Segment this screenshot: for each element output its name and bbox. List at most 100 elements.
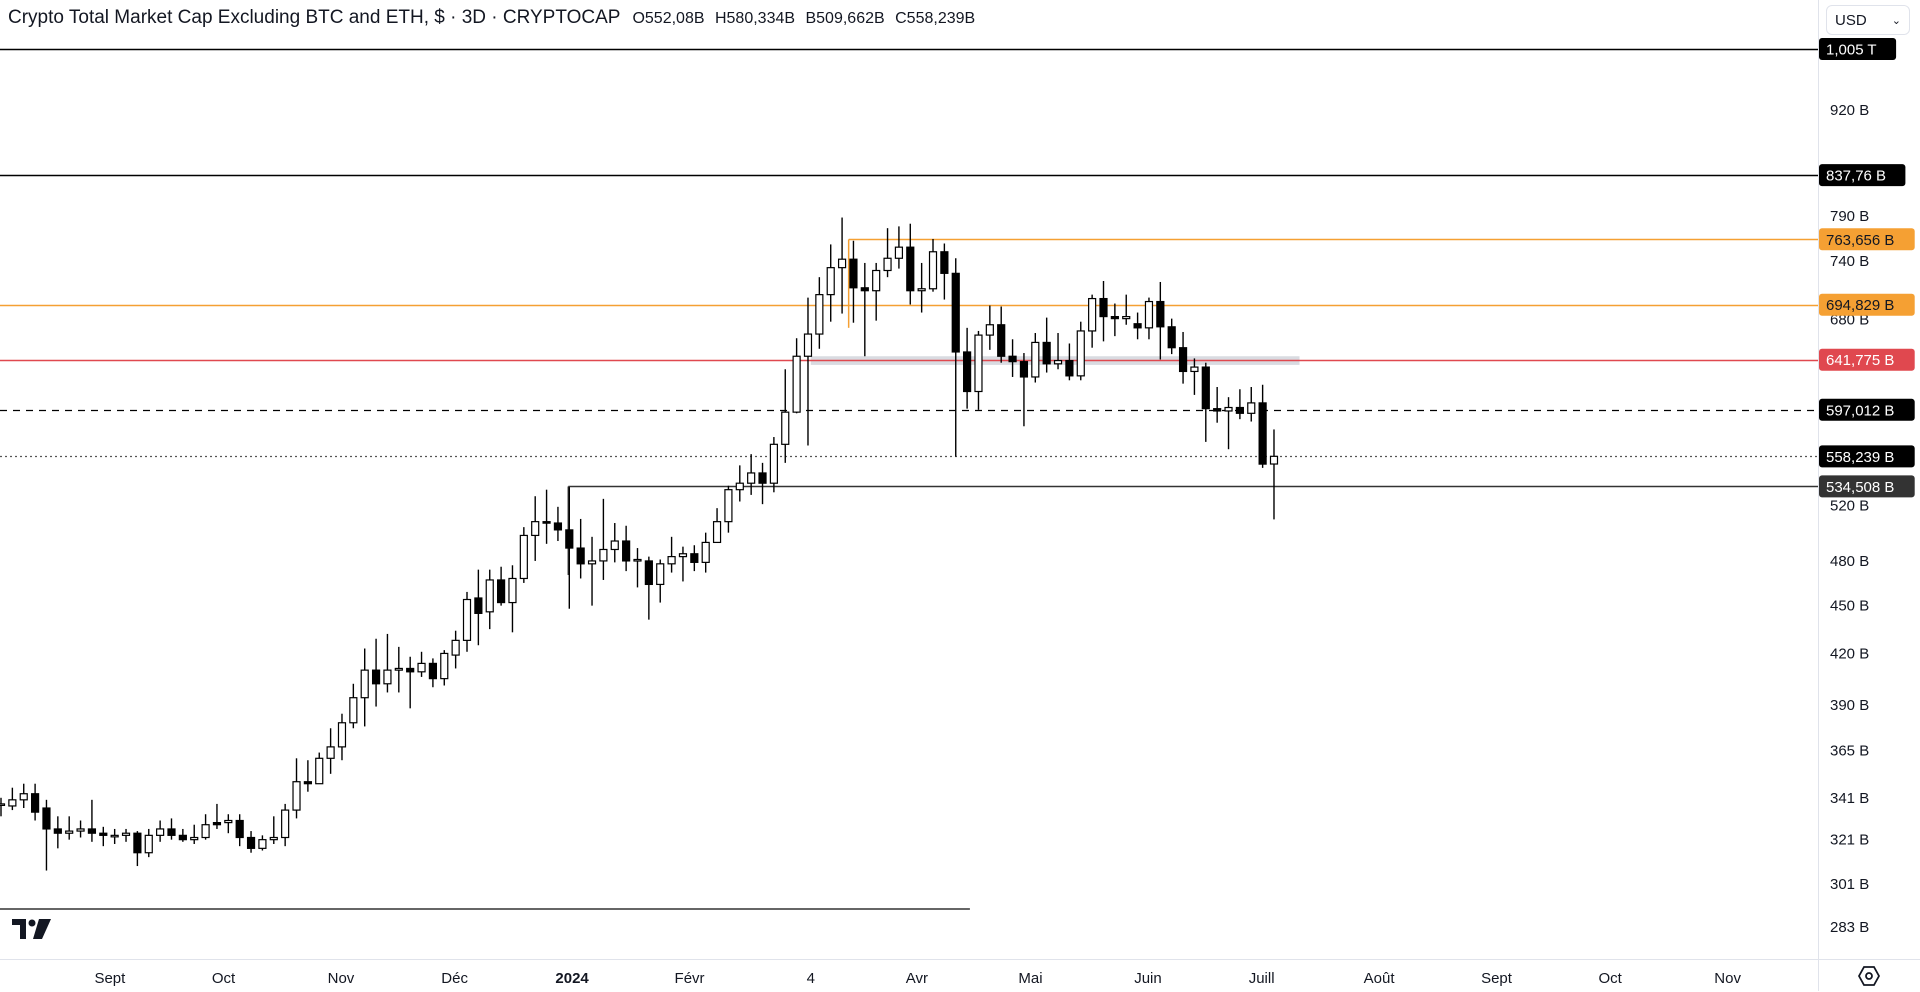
candle: [1190, 358, 1199, 395]
candle-body: [406, 667, 415, 673]
candle: [144, 828, 153, 858]
candle-body: [497, 579, 506, 604]
time-tick-label: Mai: [1018, 970, 1042, 987]
candle: [928, 238, 938, 292]
candle: [872, 262, 881, 321]
candle: [1258, 384, 1267, 468]
candle-body: [1076, 330, 1085, 377]
candle: [417, 651, 426, 677]
candle-body: [337, 722, 347, 748]
price-level-label: 641,775 B: [1826, 352, 1894, 369]
candle: [951, 258, 960, 457]
candle: [815, 277, 824, 349]
currency-select[interactable]: USD ⌄: [1826, 5, 1910, 35]
candle-body: [690, 553, 699, 563]
candle-body: [133, 832, 142, 854]
candle-body: [837, 258, 847, 269]
candle-body: [985, 324, 994, 336]
candle-body: [201, 824, 210, 839]
candle-body: [1031, 341, 1040, 378]
time-tick-label: Déc: [441, 970, 468, 987]
candle: [212, 803, 222, 829]
candle-body: [747, 472, 756, 484]
candle: [1269, 429, 1279, 520]
candle: [565, 487, 574, 609]
tradingview-logo[interactable]: [12, 919, 52, 946]
candle-body: [781, 411, 790, 445]
symbol-title[interactable]: Crypto Total Market Cap Excluding BTC an…: [8, 7, 621, 28]
candle-body: [315, 757, 324, 785]
candle: [587, 536, 597, 606]
ohlc-readout: O552,08B H580,334B B509,662B C558,239B: [632, 10, 981, 28]
price-tick-label: 420 B: [1830, 645, 1869, 662]
candle: [406, 656, 415, 709]
candle: [826, 244, 835, 322]
candle-body: [1099, 297, 1108, 318]
time-tick-label: Nov: [1714, 970, 1741, 987]
candle: [1076, 321, 1085, 381]
candles: [0, 217, 1279, 871]
candle: [53, 816, 62, 849]
candle: [1167, 318, 1176, 355]
candle: [19, 783, 28, 809]
candle: [1008, 339, 1017, 377]
candle: [462, 591, 472, 652]
candle-body: [87, 828, 97, 834]
candle-body: [1053, 359, 1063, 365]
price-level-label: 763,656 B: [1826, 232, 1894, 249]
price-level-label: 597,012 B: [1826, 402, 1894, 419]
candle-body: [99, 832, 108, 836]
candle-body: [1178, 347, 1188, 373]
candle-body: [1224, 406, 1233, 412]
candle-body: [144, 834, 153, 854]
candle: [440, 650, 449, 686]
candle-body: [712, 521, 722, 544]
price-tick-label: 680 B: [1830, 312, 1869, 329]
candle-body: [940, 251, 949, 274]
candle-body: [531, 521, 540, 537]
candle: [1088, 294, 1097, 348]
candle: [519, 527, 528, 583]
candle: [337, 713, 347, 761]
candle-body: [542, 521, 551, 524]
candle: [1042, 317, 1051, 373]
candle: [497, 566, 506, 606]
candle: [724, 485, 733, 533]
candle-body: [553, 522, 563, 531]
candle: [599, 498, 608, 580]
candle-body: [1269, 455, 1279, 465]
candle: [576, 518, 585, 579]
candle-body: [190, 836, 199, 841]
candle: [1156, 281, 1165, 360]
candle-body: [1190, 366, 1199, 373]
candle: [42, 799, 51, 871]
candle-body: [428, 662, 438, 680]
candle-body: [894, 246, 904, 259]
candle: [747, 454, 756, 495]
price-tick-label: 520 B: [1830, 497, 1869, 514]
price-level-badge: [1819, 445, 1915, 468]
candle-body: [872, 269, 881, 292]
price-level-badge: [1819, 475, 1915, 498]
candle-body: [678, 553, 688, 558]
candle-body: [110, 834, 119, 838]
candle: [394, 646, 403, 693]
candle: [1110, 303, 1119, 337]
candle-body: [156, 828, 165, 836]
time-tick-label: Févr: [675, 970, 705, 987]
candle: [110, 828, 119, 844]
candle-body: [349, 697, 358, 724]
price-level-badge: [1819, 348, 1915, 371]
settings-hexagon-icon[interactable]: [1857, 965, 1881, 992]
candle-body: [371, 669, 381, 685]
candle: [917, 262, 926, 313]
time-tick-label: Sept: [1481, 970, 1513, 987]
low-value: B509,662B: [805, 10, 885, 27]
price-tick-label: 321 B: [1830, 832, 1869, 849]
candle-body: [1008, 355, 1017, 363]
candle-body: [519, 534, 528, 580]
price-level-label: 558,239 B: [1826, 449, 1894, 466]
candle: [292, 758, 301, 819]
time-tick-label: Juin: [1134, 970, 1162, 987]
